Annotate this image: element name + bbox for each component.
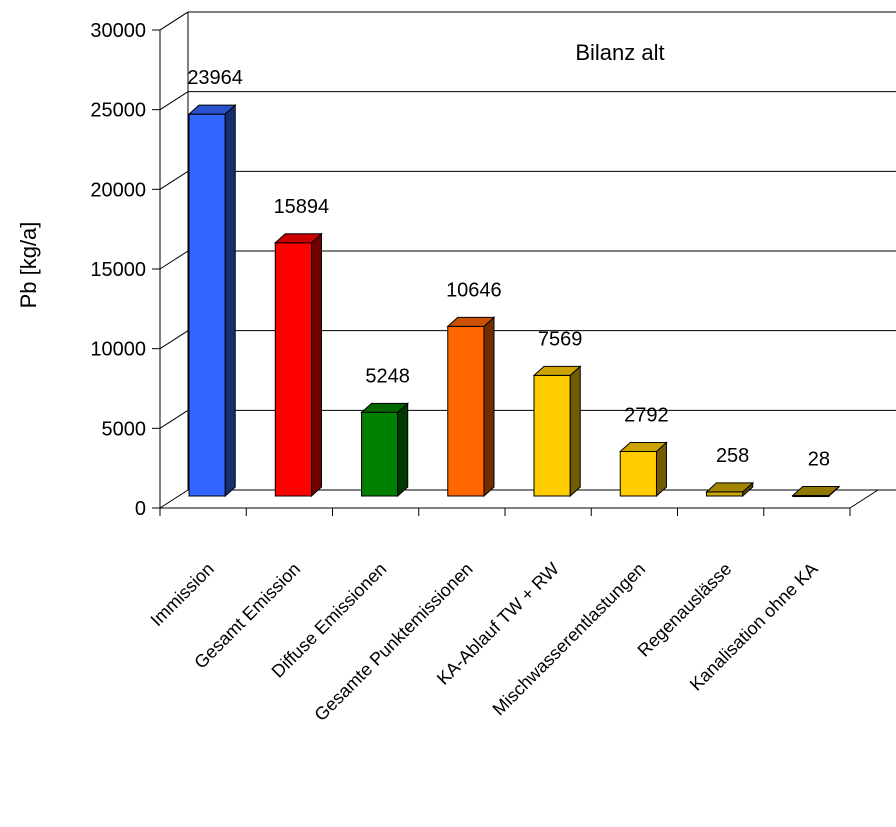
bar-3 (360, 402, 410, 498)
y-tick-label: 5000 (102, 418, 147, 440)
bar-front (188, 113, 226, 497)
bar-side (397, 402, 409, 498)
gridline-side (159, 170, 189, 190)
data-label: 23964 (187, 67, 243, 89)
data-label: 2792 (624, 405, 669, 427)
axes: 0 5000 10000 15000 20000 25000 30000 (90, 20, 851, 520)
data-label: 10646 (446, 279, 502, 301)
gridline-side (159, 11, 189, 31)
y-tick-label: 10000 (90, 339, 146, 361)
data-label: 28 (808, 449, 830, 471)
bar-6 (618, 441, 668, 498)
bar-top (618, 442, 668, 453)
bar-top (705, 482, 755, 493)
data-label: 7569 (538, 328, 583, 350)
bar-top (446, 316, 496, 327)
gridline-side (159, 250, 189, 270)
side-wall-bottom-edge (159, 489, 189, 509)
x-category-label: Immission (147, 559, 218, 630)
bar-top (273, 233, 323, 244)
bar-front (706, 491, 744, 497)
chart-texts: Bilanz alt Pb [kg/a] 23964 Immission 15894… (16, 40, 830, 725)
y-axis-label: Pb [kg/a] (16, 222, 41, 309)
bar-side (224, 104, 236, 498)
bar-top (187, 104, 237, 115)
bar-5 (532, 365, 582, 498)
gridline-side (159, 409, 189, 429)
gridlines (159, 11, 896, 429)
bar-front (619, 451, 657, 497)
floor-right-edge (849, 489, 879, 509)
x-category-label: Gesamte Punktemissionen (310, 559, 476, 725)
chart-walls (159, 11, 896, 509)
bar-top (791, 486, 841, 497)
bar-4 (446, 316, 496, 498)
y-tick-label: 0 (135, 498, 146, 520)
bar-front (274, 242, 312, 497)
bar-top (360, 402, 410, 413)
bar-7 (705, 481, 755, 498)
data-label: 15894 (274, 196, 330, 218)
bar-2 (273, 232, 323, 498)
bar-front (447, 325, 485, 497)
y-tick-label: 25000 (90, 100, 146, 122)
gridline-side (159, 91, 189, 111)
bar-1 (187, 104, 237, 498)
bar-front (361, 411, 399, 497)
bars (187, 104, 841, 498)
x-category-label: Mischwasserentlastungen (489, 559, 650, 720)
bar-side (483, 316, 495, 498)
y-tick-label: 20000 (90, 179, 146, 201)
y-tick-label: 30000 (90, 20, 146, 42)
chart-title: Bilanz alt (575, 40, 664, 65)
bar-8 (791, 485, 841, 498)
bar-front (533, 374, 571, 497)
data-label: 258 (716, 445, 749, 467)
bar-top (532, 365, 582, 376)
bar-side (569, 365, 581, 498)
gridline-side (159, 330, 189, 350)
data-label: 5248 (365, 365, 410, 387)
y-tick-label: 15000 (90, 259, 146, 281)
bar-side (310, 232, 322, 498)
